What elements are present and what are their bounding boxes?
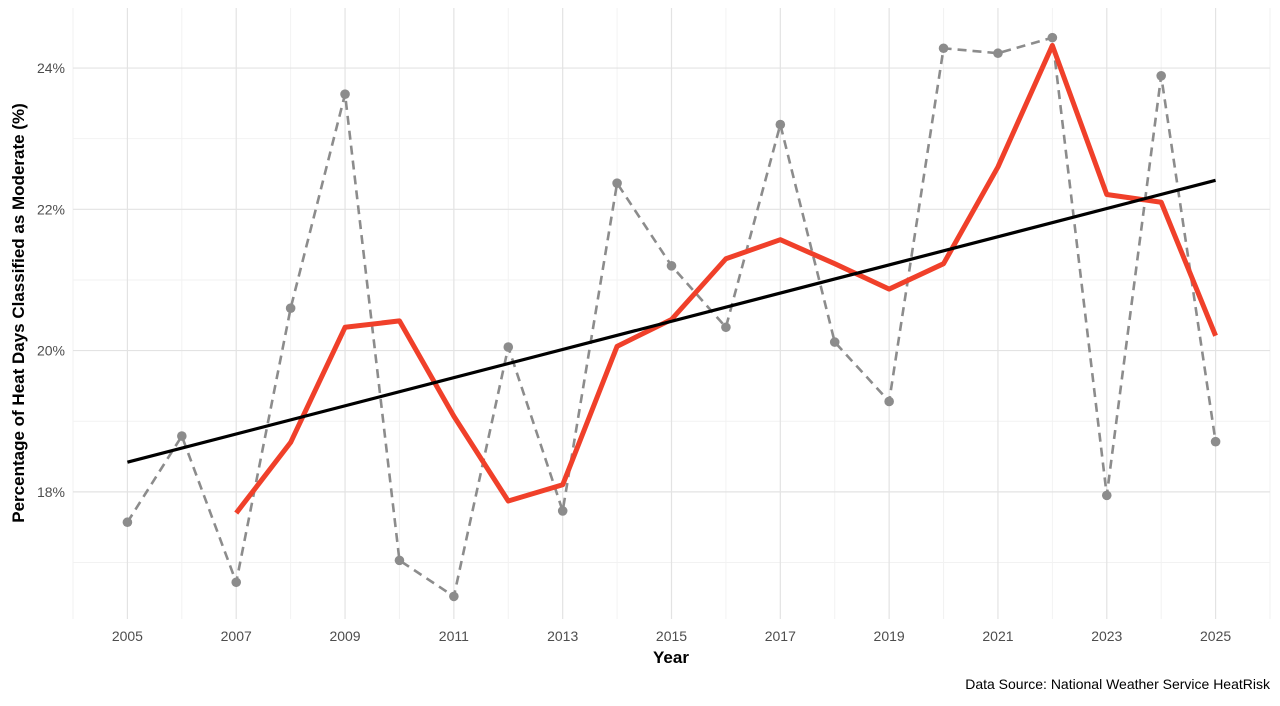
annual-data-point [122, 517, 133, 528]
x-tick-label: 2009 [329, 628, 360, 644]
annual-data-point [666, 261, 677, 271]
x-tick-label: 2021 [982, 628, 1013, 644]
annual-data-point [938, 43, 949, 54]
annual-data-point [1101, 490, 1112, 501]
x-tick-label: 2013 [547, 628, 578, 644]
axis-layer: 2005 2007 2009 2011 2013 2015 2017 2019 2021 2023… [37, 60, 1231, 644]
moving-average-line [234, 42, 1218, 515]
data-source-caption: Data Source: National Weather Service He… [965, 676, 1271, 692]
annual-data-point [612, 178, 622, 188]
x-tick-label: 2005 [112, 628, 143, 644]
x-tick-label: 2023 [1091, 628, 1122, 644]
annual-data-point [1047, 32, 1058, 43]
annual-data-point [993, 48, 1003, 59]
x-tick-label: 2011 [439, 628, 469, 644]
series-layer [122, 32, 1221, 602]
trend-line [127, 178, 1216, 464]
annual-data-point [721, 322, 731, 333]
annual-data-point [449, 591, 459, 602]
y-tick-label: 18% [37, 484, 65, 500]
x-tick-label: 2019 [874, 628, 905, 644]
annual-data-point [557, 506, 568, 516]
x-tick-label: 2017 [765, 628, 796, 644]
annual-data-point [177, 431, 187, 441]
annual-data-point [503, 342, 514, 352]
y-axis-title: Percentage of Heat Days Classified as Mo… [9, 103, 28, 522]
y-tick-label: 22% [37, 201, 65, 217]
y-tick-label: 24% [37, 60, 65, 76]
x-tick-label: 2015 [656, 628, 687, 644]
annual-data-point [829, 337, 840, 347]
x-tick-label: 2007 [221, 628, 252, 644]
annual-data-point [1210, 436, 1221, 447]
annual-data-point [884, 396, 894, 407]
x-tick-label: 2025 [1200, 628, 1231, 644]
x-axis-title: Year [653, 648, 689, 667]
annual-data-point [775, 119, 786, 130]
annual-data-point [394, 555, 405, 566]
grid-layer [72, 8, 1271, 619]
annual-data-point [231, 577, 242, 588]
y-tick-label: 20% [37, 343, 65, 359]
annual-data-point [340, 89, 350, 99]
annual-data-point [285, 303, 296, 314]
annual-data-point [1156, 71, 1166, 81]
